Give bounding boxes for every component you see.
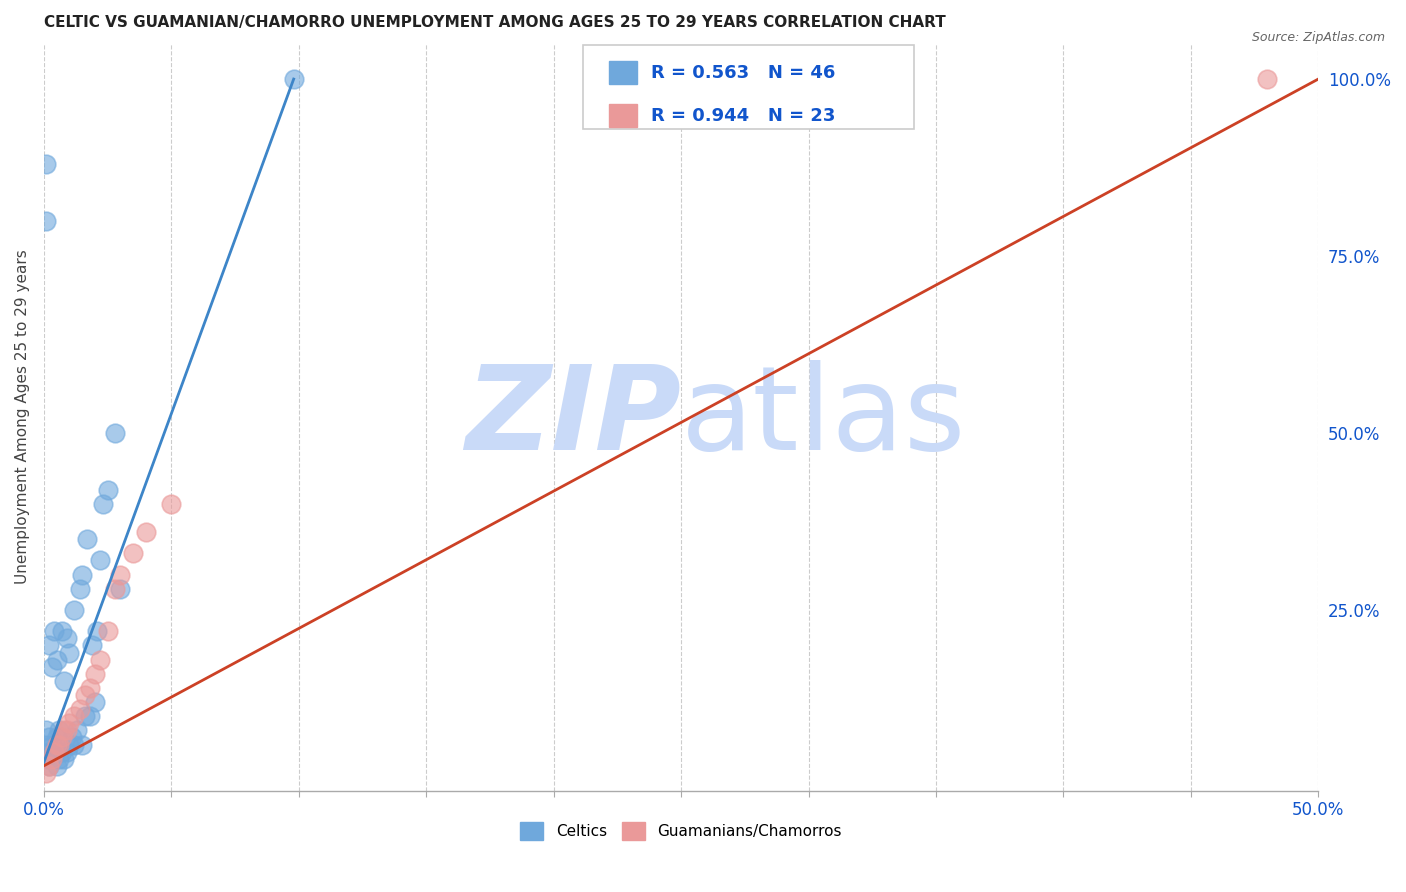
Point <box>97 483 120 497</box>
Point <box>35 213 58 227</box>
Point <box>91 497 114 511</box>
Point <box>41 752 63 766</box>
Point <box>41 752 63 766</box>
Point <box>53 673 76 688</box>
Point <box>48 723 70 738</box>
Text: atlas: atlas <box>681 359 966 475</box>
Point <box>83 666 105 681</box>
Point <box>110 567 132 582</box>
Point <box>70 738 93 752</box>
Point <box>42 624 65 639</box>
Text: R = 0.563   N = 46: R = 0.563 N = 46 <box>651 64 835 82</box>
Point <box>45 738 67 752</box>
Point <box>69 582 91 596</box>
Point <box>38 639 60 653</box>
Point <box>42 745 65 759</box>
Text: Source: ZipAtlas.com: Source: ZipAtlas.com <box>1251 31 1385 45</box>
Point <box>76 533 98 547</box>
Text: R = 0.944   N = 23: R = 0.944 N = 23 <box>651 107 835 125</box>
Point <box>38 731 60 745</box>
Point <box>86 624 108 639</box>
Point <box>70 567 93 582</box>
Point <box>69 702 91 716</box>
Y-axis label: Unemployment Among Ages 25 to 29 years: Unemployment Among Ages 25 to 29 years <box>15 250 30 584</box>
Point <box>48 738 70 752</box>
Point <box>97 624 120 639</box>
Point <box>42 745 65 759</box>
Point <box>83 695 105 709</box>
Point <box>58 646 80 660</box>
Point <box>35 765 58 780</box>
Point <box>63 603 86 617</box>
Point <box>51 745 73 759</box>
Point <box>283 72 305 87</box>
Point <box>53 723 76 738</box>
Legend: Celtics, Guamanians/Chamorros: Celtics, Guamanians/Chamorros <box>515 815 848 847</box>
Point <box>63 738 86 752</box>
Text: ZIP: ZIP <box>465 359 681 475</box>
Point <box>160 497 183 511</box>
Point <box>104 582 127 596</box>
Point <box>58 738 80 752</box>
Point <box>41 738 63 752</box>
Point <box>1256 72 1278 87</box>
Point <box>56 723 79 738</box>
Point <box>51 624 73 639</box>
Point <box>45 759 67 773</box>
Point <box>45 731 67 745</box>
Point <box>89 652 111 666</box>
Point <box>89 553 111 567</box>
Point <box>66 723 89 738</box>
Point <box>41 659 63 673</box>
Point <box>60 731 83 745</box>
Point <box>35 752 58 766</box>
Point <box>53 752 76 766</box>
Point <box>35 738 58 752</box>
Point <box>135 525 157 540</box>
Point <box>79 681 101 695</box>
Point <box>104 425 127 440</box>
Point <box>45 652 67 666</box>
Point <box>122 546 145 560</box>
Point <box>63 709 86 723</box>
Point <box>35 157 58 171</box>
Point <box>73 709 96 723</box>
Point <box>51 731 73 745</box>
Point <box>110 582 132 596</box>
Point <box>56 632 79 646</box>
Point <box>82 639 104 653</box>
Point <box>38 759 60 773</box>
Point <box>48 752 70 766</box>
Point <box>35 723 58 738</box>
Point <box>58 716 80 731</box>
Point <box>79 709 101 723</box>
Point <box>38 759 60 773</box>
Text: CELTIC VS GUAMANIAN/CHAMORRO UNEMPLOYMENT AMONG AGES 25 TO 29 YEARS CORRELATION : CELTIC VS GUAMANIAN/CHAMORRO UNEMPLOYMEN… <box>44 15 946 30</box>
Point <box>73 688 96 702</box>
Point <box>38 745 60 759</box>
Point <box>56 745 79 759</box>
